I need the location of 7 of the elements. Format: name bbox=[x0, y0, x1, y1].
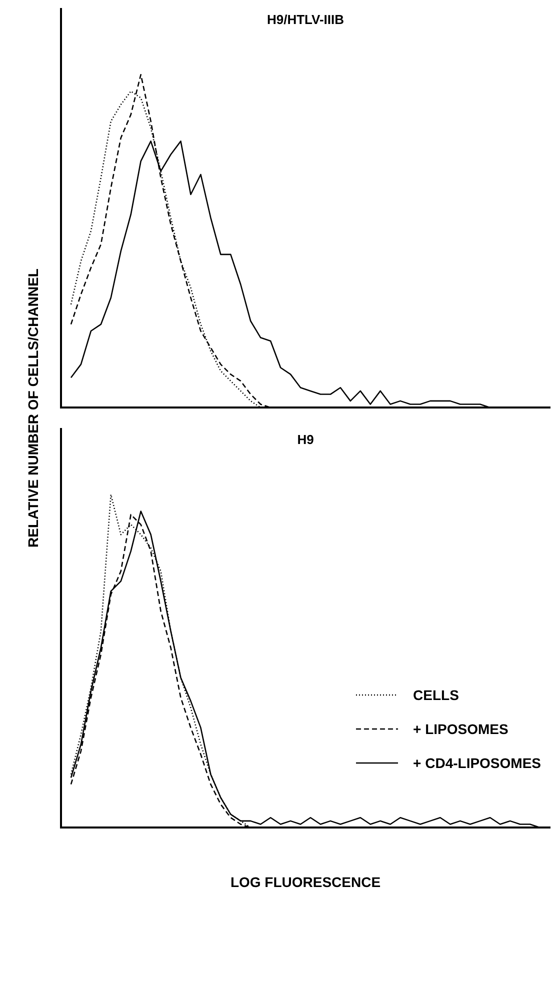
legend-label: + CD4-LIPOSOMES bbox=[413, 755, 541, 771]
legend-label: + LIPOSOMES bbox=[413, 721, 508, 737]
legend-label: CELLS bbox=[413, 687, 459, 703]
x-axis-title: LOG FLUORESCENCE bbox=[229, 874, 382, 890]
chart-title: H9 bbox=[297, 432, 314, 447]
chart-title: H9/HTLV-IIIB bbox=[266, 12, 344, 27]
y-axis-title: RELATIVE NUMBER OF CELLS/CHANNEL bbox=[25, 268, 41, 548]
